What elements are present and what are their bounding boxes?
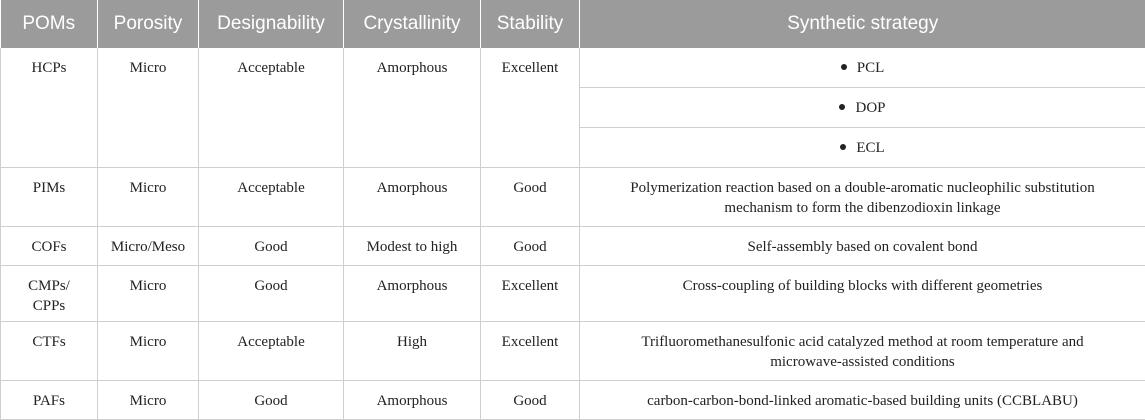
cell-strategy: Self-assembly based on covalent bond xyxy=(580,227,1145,266)
cell-crystallinity: High xyxy=(344,322,481,381)
cell-strategy: carbon-carbon-bond-linked aromatic-based… xyxy=(580,381,1145,420)
cell-stability-text: Excellent xyxy=(489,322,571,352)
cell-crystallinity: Modest to high xyxy=(344,227,481,266)
cell-strategy: Trifluoromethanesulfonic acid catalyzed … xyxy=(580,322,1145,381)
cell-poms: CTFs xyxy=(1,322,98,381)
cell-porosity: Micro xyxy=(98,48,199,168)
cell-crystallinity-text: Amorphous xyxy=(352,48,472,78)
cell-crystallinity: Amorphous xyxy=(344,168,481,227)
cell-designability: Good xyxy=(199,381,344,420)
cell-designability: Good xyxy=(199,227,344,266)
cell-porosity: Micro/Meso xyxy=(98,227,199,266)
table-row-cmps: CMPs/ CPPs Micro Good Amorphous Excellen… xyxy=(1,266,1145,322)
cell-stability: Good xyxy=(481,381,580,420)
cell-poms: HCPs xyxy=(1,48,98,168)
cell-designability: Acceptable xyxy=(199,48,344,168)
cell-stability: Good xyxy=(481,168,580,227)
strategy-line: Polymerization reaction based on a doubl… xyxy=(588,178,1137,198)
cell-designability-text: Acceptable xyxy=(207,48,335,78)
cell-strategy-pcl: PCL xyxy=(580,48,1145,88)
cell-porosity-text: Micro xyxy=(106,322,190,352)
cell-designability-text: Acceptable xyxy=(207,168,335,198)
cell-poms: CMPs/ CPPs xyxy=(1,266,98,322)
table-row-pafs: PAFs Micro Good Amorphous Good carbon-ca… xyxy=(1,381,1145,420)
cell-porosity: Micro xyxy=(98,322,199,381)
strategy-line: microwave-assisted conditions xyxy=(588,352,1137,372)
header-designability: Designability xyxy=(199,0,344,48)
strategy-line: Trifluoromethanesulfonic acid catalyzed … xyxy=(588,332,1137,352)
cell-porosity: Micro xyxy=(98,381,199,420)
cell-porosity-text: Micro xyxy=(106,168,190,198)
cell-porosity: Micro xyxy=(98,168,199,227)
cell-designability-text: Good xyxy=(207,266,335,296)
cell-stability-text: Good xyxy=(489,381,571,411)
cell-stability-text: Excellent xyxy=(489,266,571,296)
cell-crystallinity-text: Amorphous xyxy=(352,381,472,411)
cell-porosity-text: Micro xyxy=(106,381,190,411)
table-header: POMs Porosity Designability Crystallinit… xyxy=(1,0,1145,48)
strategy-text: DOP xyxy=(855,100,885,116)
bullet-icon xyxy=(841,64,847,70)
cell-porosity-text: Micro/Meso xyxy=(106,227,190,257)
strategy-text: Self-assembly based on covalent bond xyxy=(588,227,1137,257)
table-row-cofs: COFs Micro/Meso Good Modest to high Good… xyxy=(1,227,1145,266)
cell-poms-text: COFs xyxy=(9,227,89,257)
cell-stability-text: Good xyxy=(489,168,571,198)
strategy-text: PCL xyxy=(857,60,885,76)
bullet-icon xyxy=(839,104,845,110)
header-poms: POMs xyxy=(1,0,98,48)
cell-stability: Good xyxy=(481,227,580,266)
cell-designability-text: Good xyxy=(207,381,335,411)
cell-stability: Excellent xyxy=(481,322,580,381)
cell-crystallinity-text: High xyxy=(352,322,472,352)
header-stability: Stability xyxy=(481,0,580,48)
cell-poms-line: CMPs/ xyxy=(9,276,89,296)
cell-crystallinity-text: Modest to high xyxy=(352,227,472,257)
cell-porosity-text: Micro xyxy=(106,266,190,296)
table-body: HCPs Micro Acceptable Amorphous Excellen… xyxy=(1,48,1145,420)
cell-poms: PIMs xyxy=(1,168,98,227)
cell-designability: Acceptable xyxy=(199,322,344,381)
cell-poms-text: PIMs xyxy=(9,168,89,198)
header-row: POMs Porosity Designability Crystallinit… xyxy=(1,0,1145,48)
strategy-text: Cross-coupling of building blocks with d… xyxy=(588,266,1137,296)
header-synthetic-strategy: Synthetic strategy xyxy=(580,0,1145,48)
cell-strategy-dop: DOP xyxy=(580,88,1145,128)
cell-poms: COFs xyxy=(1,227,98,266)
cell-stability-text: Good xyxy=(489,227,571,257)
cell-poms-line: CPPs xyxy=(9,296,89,316)
cell-poms: PAFs xyxy=(1,381,98,420)
table-row-hcps: HCPs Micro Acceptable Amorphous Excellen… xyxy=(1,48,1145,88)
bullet-icon xyxy=(840,144,846,150)
cell-stability: Excellent xyxy=(481,266,580,322)
cell-crystallinity: Amorphous xyxy=(344,381,481,420)
cell-poms-text: CTFs xyxy=(9,322,89,352)
cell-crystallinity: Amorphous xyxy=(344,266,481,322)
strategy-text: carbon-carbon-bond-linked aromatic-based… xyxy=(588,381,1137,411)
cell-designability-text: Acceptable xyxy=(207,322,335,352)
cell-porosity: Micro xyxy=(98,266,199,322)
cell-stability-text: Excellent xyxy=(489,48,571,78)
strategy-text: ECL xyxy=(856,140,884,156)
table-row-pims: PIMs Micro Acceptable Amorphous Good Pol… xyxy=(1,168,1145,227)
cell-crystallinity-text: Amorphous xyxy=(352,168,472,198)
cell-crystallinity: Amorphous xyxy=(344,48,481,168)
cell-porosity-text: Micro xyxy=(106,48,190,78)
cell-poms-text: PAFs xyxy=(9,381,89,411)
header-porosity: Porosity xyxy=(98,0,199,48)
cell-designability: Acceptable xyxy=(199,168,344,227)
cell-poms-text: HCPs xyxy=(9,48,89,78)
cell-strategy: Cross-coupling of building blocks with d… xyxy=(580,266,1145,322)
header-crystallinity: Crystallinity xyxy=(344,0,481,48)
cell-crystallinity-text: Amorphous xyxy=(352,266,472,296)
cell-strategy-ecl: ECL xyxy=(580,128,1145,168)
cell-designability: Good xyxy=(199,266,344,322)
cell-strategy: Polymerization reaction based on a doubl… xyxy=(580,168,1145,227)
cell-designability-text: Good xyxy=(207,227,335,257)
strategy-line: mechanism to form the dibenzodioxin link… xyxy=(588,198,1137,218)
cell-stability: Excellent xyxy=(481,48,580,168)
table-row-ctfs: CTFs Micro Acceptable High Excellent Tri… xyxy=(1,322,1145,381)
